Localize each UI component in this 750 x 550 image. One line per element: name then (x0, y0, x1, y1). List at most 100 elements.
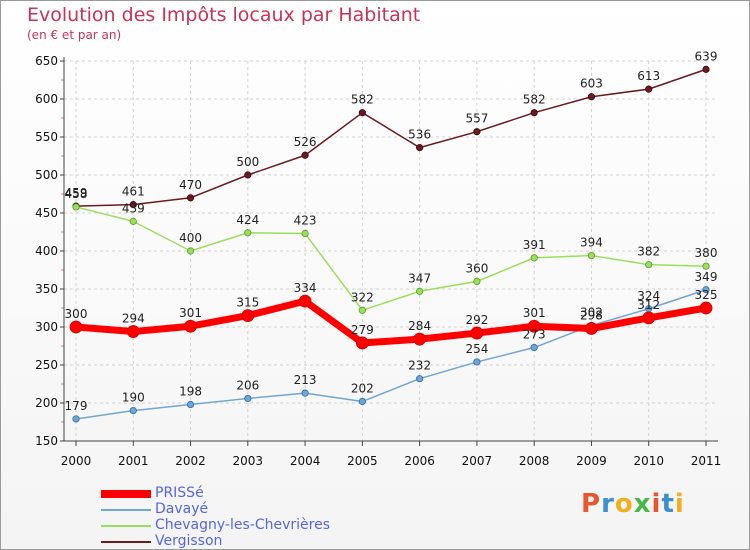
x-tick-label: 2005 (347, 454, 378, 468)
x-tick-label: 2004 (290, 454, 321, 468)
series-line-vergisson (75, 68, 707, 207)
x-tick-label: 2006 (404, 454, 435, 468)
data-label-chevagny-les-chevri-res: 423 (294, 214, 317, 228)
data-point-priss- (69, 320, 83, 334)
data-point-davay- (72, 415, 80, 423)
data-label-davay-: 198 (179, 385, 202, 399)
data-point-vergisson (645, 85, 653, 93)
data-point-davay- (473, 358, 481, 366)
y-tick-label: 350 (35, 282, 58, 296)
data-label-vergisson: 557 (465, 112, 488, 126)
logo-letter: i (674, 489, 685, 519)
data-label-chevagny-les-chevri-res: 439 (122, 201, 145, 215)
data-point-chevagny-les-chevri-res (473, 277, 481, 285)
data-label-davay-: 190 (122, 391, 145, 405)
data-label-davay-: 254 (465, 342, 488, 356)
x-tick-label: 2011 (691, 454, 722, 468)
data-labels: 459 461 470 500 526 582 536 557 582 603 613 639 458 4… (65, 49, 718, 413)
data-point-davay- (186, 400, 195, 409)
legend-label: Vergisson (155, 533, 223, 549)
y-tick-label: 150 (35, 434, 58, 448)
data-point-priss- (642, 311, 656, 325)
x-tick-label: 2007 (462, 454, 493, 468)
data-label-priss-: 325 (695, 288, 718, 302)
data-point-chevagny-les-chevri-res (587, 251, 596, 260)
data-label-davay-: 232 (408, 359, 431, 373)
data-label-vergisson: 526 (294, 135, 317, 149)
x-tick-label: 2002 (175, 454, 206, 468)
data-point-vergisson (244, 171, 252, 179)
data-point-vergisson (587, 93, 596, 101)
y-tick-label: 300 (35, 320, 58, 334)
data-label-davay-: 213 (294, 373, 317, 387)
data-point-davay- (244, 394, 252, 403)
data-label-chevagny-les-chevri-res: 394 (580, 236, 603, 250)
y-tick-label: 650 (35, 54, 58, 68)
data-point-priss- (126, 325, 140, 338)
data-point-chevagny-les-chevri-res (72, 203, 80, 211)
series-line-priss- (75, 297, 707, 347)
data-point-chevagny-les-chevri-res (702, 262, 710, 270)
data-label-chevagny-les-chevri-res: 360 (465, 261, 488, 275)
y-tick-label: 200 (35, 396, 58, 410)
logo-letter: i (651, 489, 662, 519)
y-tick-label: 250 (35, 358, 58, 372)
data-point-priss- (241, 309, 255, 323)
grid (64, 60, 718, 441)
data-point-vergisson (416, 144, 424, 152)
data-label-davay-: 202 (351, 381, 374, 395)
data-point-vergisson (186, 194, 195, 202)
data-point-priss- (413, 332, 427, 346)
data-point-davay- (129, 406, 137, 415)
y-tick-label: 550 (35, 130, 58, 144)
data-point-davay- (416, 375, 424, 383)
data-point-vergisson (301, 151, 309, 159)
data-point-priss- (585, 322, 598, 335)
data-label-davay-: 273 (523, 328, 546, 342)
data-point-davay- (358, 397, 366, 406)
data-label-vergisson: 603 (580, 77, 603, 91)
data-point-chevagny-les-chevri-res (301, 229, 309, 238)
data-label-vergisson: 459 (65, 186, 88, 200)
data-point-vergisson (473, 128, 481, 136)
x-tick-label: 2008 (519, 454, 550, 468)
data-label-priss-: 300 (65, 307, 88, 321)
data-label-vergisson: 582 (351, 93, 374, 107)
data-label-priss-: 294 (122, 312, 145, 326)
data-label-chevagny-les-chevri-res: 380 (695, 246, 718, 260)
data-point-vergisson (530, 109, 538, 117)
data-label-chevagny-les-chevri-res: 347 (408, 271, 431, 285)
data-point-vergisson (129, 201, 137, 209)
data-label-chevagny-les-chevri-res: 382 (637, 245, 660, 259)
data-label-chevagny-les-chevri-res: 391 (523, 238, 546, 252)
data-label-priss-: 284 (408, 319, 431, 333)
data-label-priss-: 301 (179, 306, 202, 320)
proxiti-logo: Proxiti (581, 489, 685, 519)
data-label-davay-: 206 (236, 378, 259, 392)
data-point-chevagny-les-chevri-res (530, 254, 538, 262)
logo-letter: x (633, 489, 652, 519)
data-label-davay-: 349 (695, 270, 718, 284)
data-label-priss-: 315 (236, 296, 259, 310)
data-label-vergisson: 500 (236, 155, 259, 169)
data-point-priss- (184, 319, 197, 333)
series-line-davay- (75, 289, 707, 420)
data-label-chevagny-les-chevri-res: 400 (179, 231, 202, 245)
data-point-davay- (702, 286, 710, 294)
y-tick-label: 450 (35, 206, 58, 220)
data-label-priss-: 301 (523, 306, 546, 320)
data-point-priss- (470, 326, 484, 340)
legend-label: Chevagny-les-Chevrières (155, 517, 330, 533)
data-label-priss-: 279 (351, 323, 374, 337)
data-point-vergisson (702, 65, 710, 73)
data-point-chevagny-les-chevri-res (645, 261, 653, 269)
data-label-vergisson: 461 (122, 185, 145, 199)
x-tick-label: 2001 (118, 454, 149, 468)
data-label-priss-: 298 (580, 309, 603, 323)
series-layer (69, 65, 713, 423)
data-label-priss-: 312 (637, 298, 660, 312)
data-point-chevagny-les-chevri-res (129, 217, 137, 225)
x-tick-label: 2000 (61, 454, 92, 468)
